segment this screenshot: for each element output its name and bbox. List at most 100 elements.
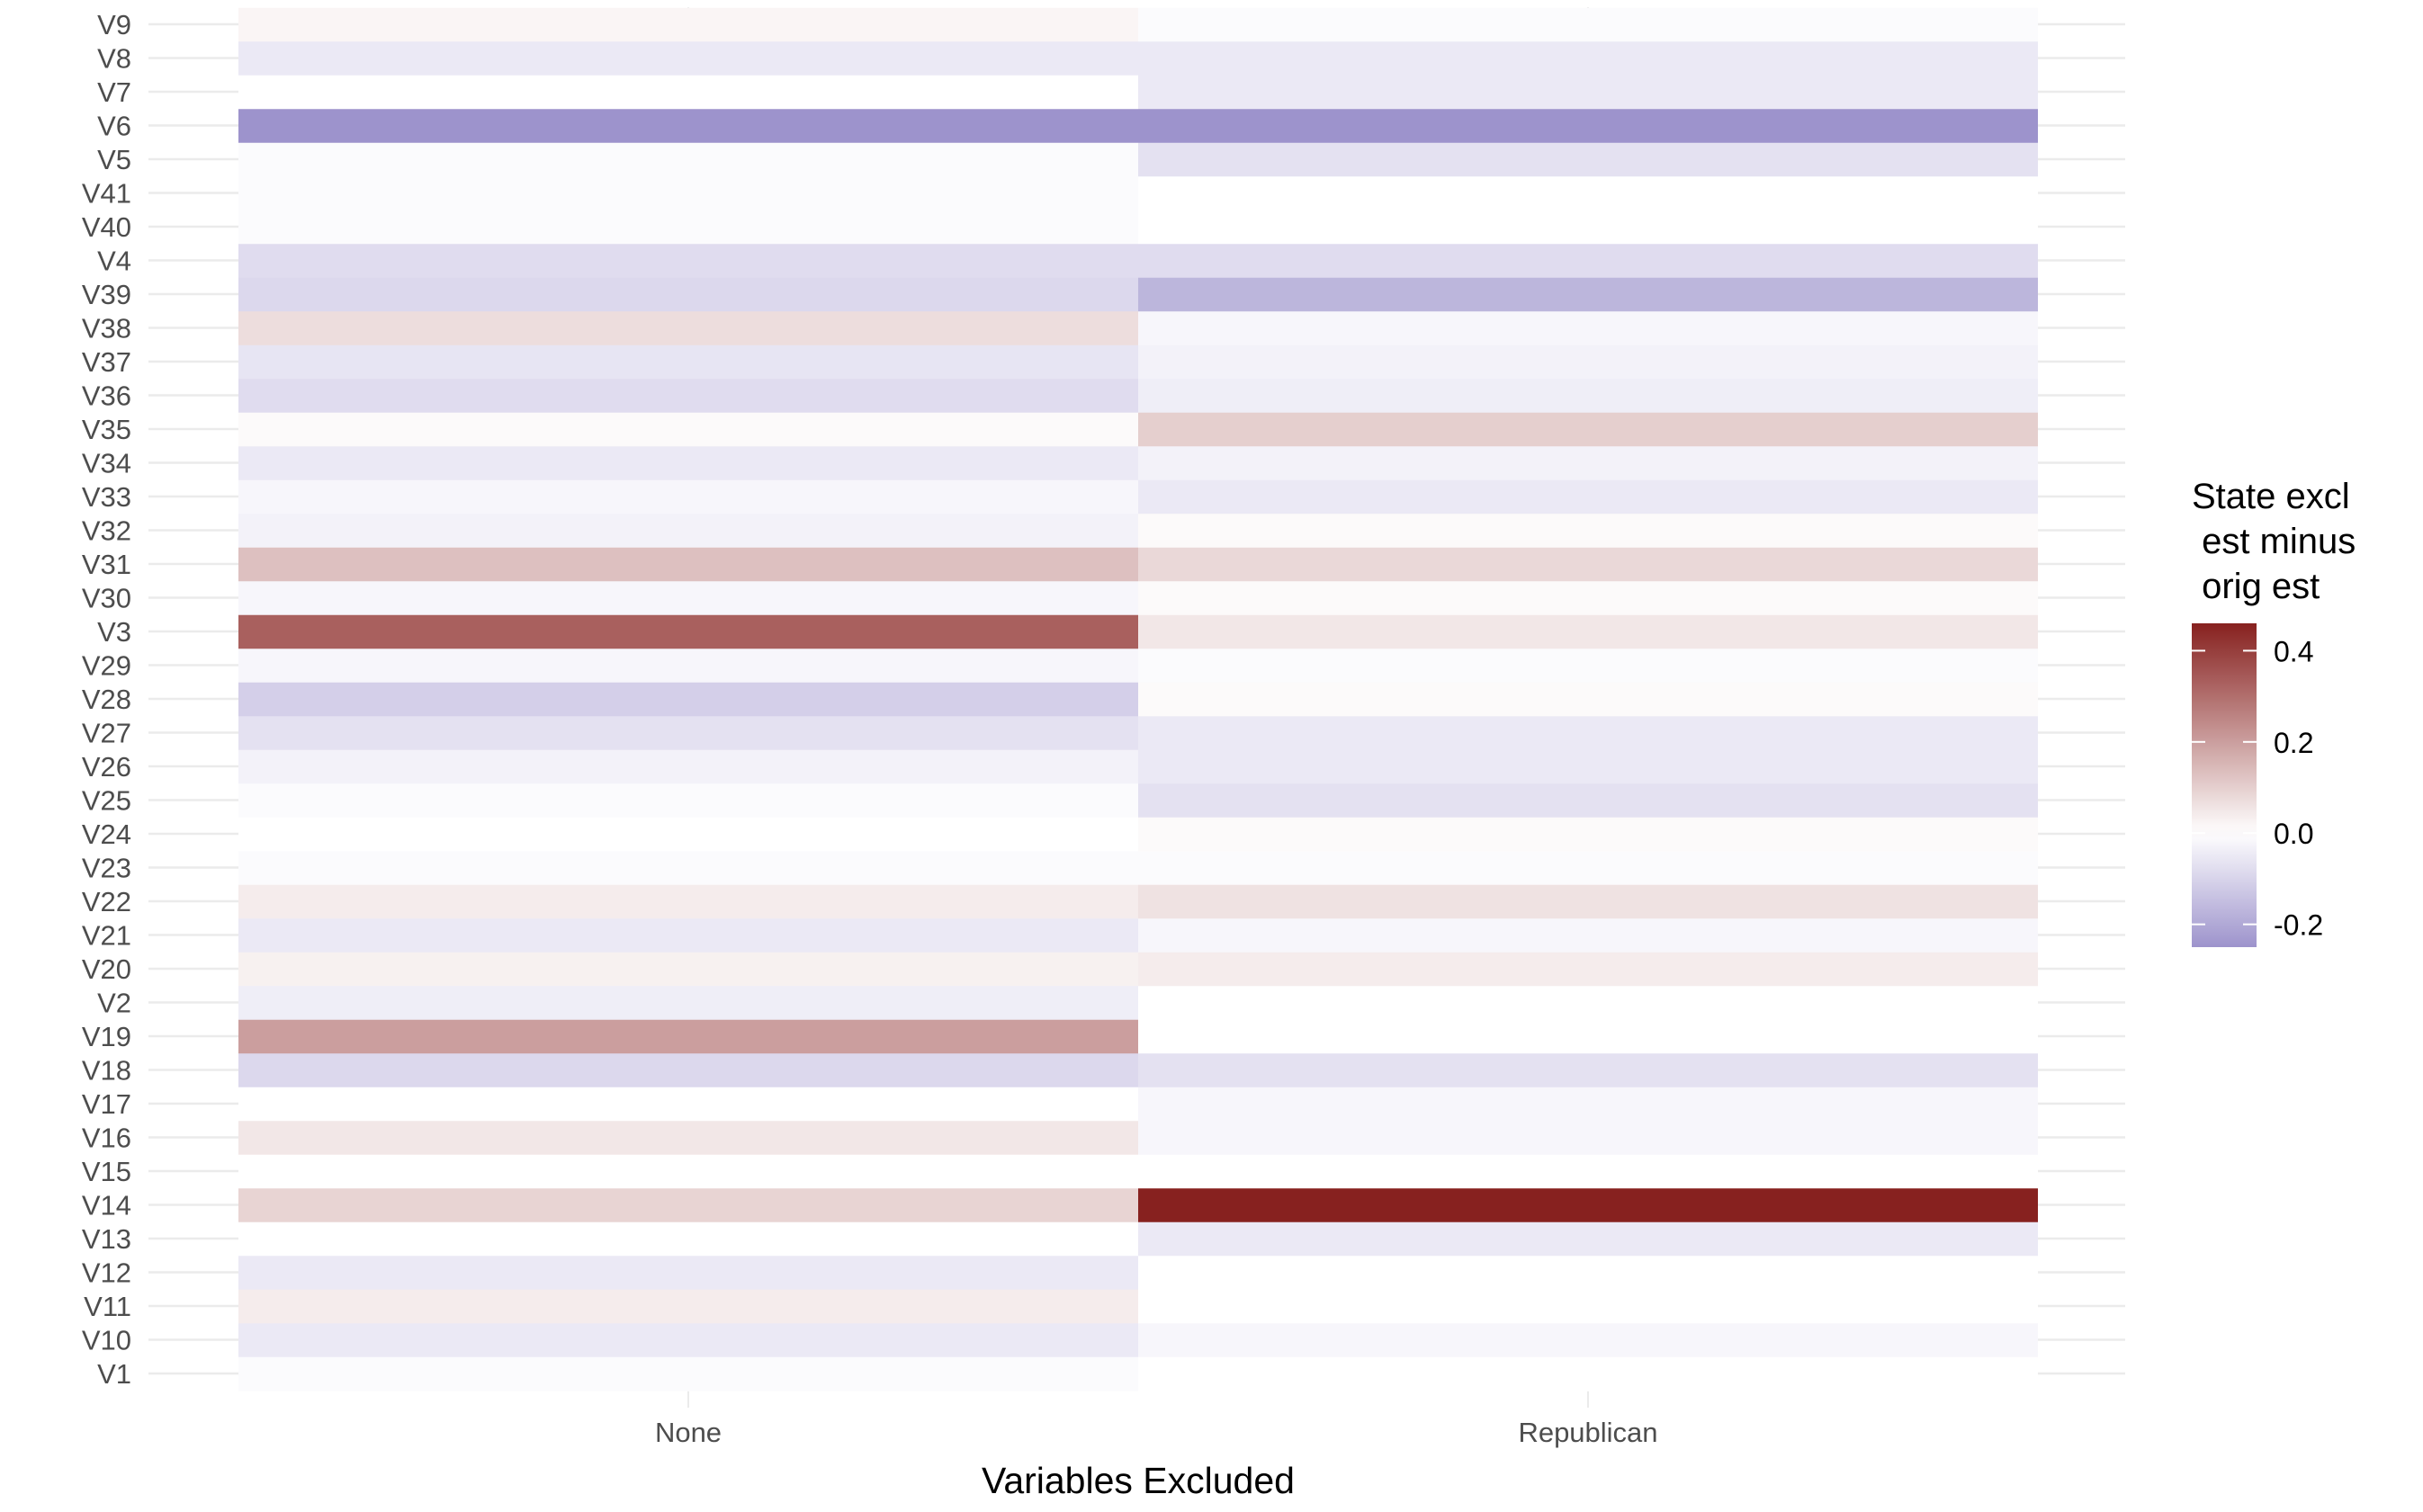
heatmap-tile — [238, 1256, 1138, 1291]
heatmap-tile — [238, 851, 1138, 886]
y-tick-label: V7 — [97, 76, 131, 108]
heatmap-tile — [1138, 1019, 2038, 1054]
heatmap-tile — [1138, 1221, 2038, 1257]
y-tick-label: V30 — [82, 583, 131, 614]
y-tick-label: V41 — [82, 178, 131, 210]
legend-tick-label: 0.2 — [2274, 727, 2313, 759]
y-tick-label: V1 — [97, 1358, 131, 1390]
heatmap-tile — [238, 817, 1138, 852]
heatmap-tile — [238, 614, 1138, 649]
heatmap-tile — [238, 446, 1138, 481]
y-tick-label: V12 — [82, 1257, 131, 1289]
y-tick-label: V24 — [82, 819, 131, 850]
heatmap-tile — [238, 412, 1138, 447]
heatmap-tile — [1138, 379, 2038, 414]
y-tick-label: V5 — [97, 144, 131, 175]
heatmap-tile — [1138, 109, 2038, 144]
heatmap-tile — [238, 547, 1138, 582]
heatmap-tile — [238, 952, 1138, 987]
heatmap-tile — [1138, 918, 2038, 953]
legend-colorbar — [2192, 623, 2257, 947]
legend-ticks: 0.4 0.2 0.0 -0.2 — [2192, 635, 2323, 942]
heatmap-tile — [238, 1323, 1138, 1358]
heatmap-tile — [1138, 1121, 2038, 1156]
heatmap-tile — [238, 7, 1138, 42]
heatmap-tile — [238, 210, 1138, 245]
y-tick-label: V29 — [82, 650, 131, 682]
heatmap-tile — [238, 986, 1138, 1021]
y-tick-label: V37 — [82, 346, 131, 378]
y-tick-label: V25 — [82, 785, 131, 817]
y-tick-label: V2 — [97, 988, 131, 1019]
heatmap-tile — [238, 109, 1138, 144]
y-tick-label: V9 — [97, 9, 131, 40]
heatmap-tile — [1138, 412, 2038, 447]
heatmap-tile — [238, 1221, 1138, 1257]
y-tick-label: V38 — [82, 313, 131, 344]
y-axis-tick-labels: V9V8V7V6V5V41V40V4V39V38V37V36V35V34V33V… — [82, 9, 131, 1390]
y-tick-label: V4 — [97, 246, 131, 277]
heatmap-tile — [1138, 581, 2038, 616]
legend: State excl est minus orig est 0.4 0.2 0.0 -… — [2192, 477, 2356, 947]
heatmap-tiles — [238, 7, 2038, 1391]
heatmap-tile — [238, 41, 1138, 76]
heatmap-tile — [238, 479, 1138, 514]
heatmap-tile — [1138, 547, 2038, 582]
heatmap-tile — [1138, 446, 2038, 481]
heatmap-tile — [1138, 277, 2038, 312]
y-tick-label: V6 — [97, 111, 131, 142]
heatmap-tile — [238, 379, 1138, 414]
heatmap-tile — [1138, 716, 2038, 751]
y-tick-label: V16 — [82, 1123, 131, 1154]
heatmap-tile — [1138, 176, 2038, 211]
legend-title-line-1: State excl — [2192, 477, 2350, 516]
heatmap-tile — [1138, 514, 2038, 549]
heatmap-tile — [238, 142, 1138, 177]
y-tick-label: V22 — [82, 886, 131, 917]
y-tick-label: V8 — [97, 43, 131, 75]
heatmap-tile — [1138, 1256, 2038, 1291]
heatmap-tile — [1138, 682, 2038, 717]
y-tick-label: V35 — [82, 414, 131, 445]
heatmap-tile — [238, 716, 1138, 751]
heatmap-tile — [1138, 1053, 2038, 1088]
legend-tick-label: -0.2 — [2274, 909, 2323, 942]
heatmap-tile — [1138, 1323, 2038, 1358]
heatmap-tile — [238, 1019, 1138, 1054]
y-tick-label: V34 — [82, 448, 131, 479]
heatmap-tile — [238, 514, 1138, 549]
y-tick-label: V31 — [82, 549, 131, 580]
y-tick-label: V40 — [82, 211, 131, 243]
heatmap-tile — [1138, 1356, 2038, 1391]
heatmap-tile — [1138, 142, 2038, 177]
heatmap-tile — [238, 1188, 1138, 1223]
heatmap-tile — [1138, 986, 2038, 1021]
y-tick-label: V26 — [82, 751, 131, 783]
heatmap-tile — [238, 884, 1138, 919]
y-tick-label: V39 — [82, 279, 131, 310]
heatmap-tile — [238, 75, 1138, 110]
heatmap-tile — [1138, 817, 2038, 852]
legend-title-line-3: orig est — [2192, 567, 2320, 606]
heatmap-tile — [1138, 210, 2038, 245]
y-tick-label: V23 — [82, 853, 131, 884]
heatmap-tile — [1138, 344, 2038, 380]
y-tick-label: V17 — [82, 1088, 131, 1120]
y-tick-label: V10 — [82, 1325, 131, 1356]
heatmap-tile — [1138, 884, 2038, 919]
heatmap-tile — [238, 1121, 1138, 1156]
heatmap-tile — [238, 344, 1138, 380]
heatmap-tile — [1138, 1154, 2038, 1189]
heatmap-tile — [238, 311, 1138, 346]
legend-title-line-2: est minus — [2192, 522, 2356, 561]
x-tick-label: Republican — [1518, 1417, 1657, 1448]
heatmap-tile — [238, 783, 1138, 819]
heatmap-tile — [238, 918, 1138, 953]
y-tick-label: V19 — [82, 1021, 131, 1052]
heatmap-tile — [1138, 783, 2038, 819]
heatmap-tile — [238, 1154, 1138, 1189]
y-tick-label: V13 — [82, 1223, 131, 1255]
heatmap-tile — [238, 1289, 1138, 1324]
heatmap-tile — [1138, 244, 2038, 279]
